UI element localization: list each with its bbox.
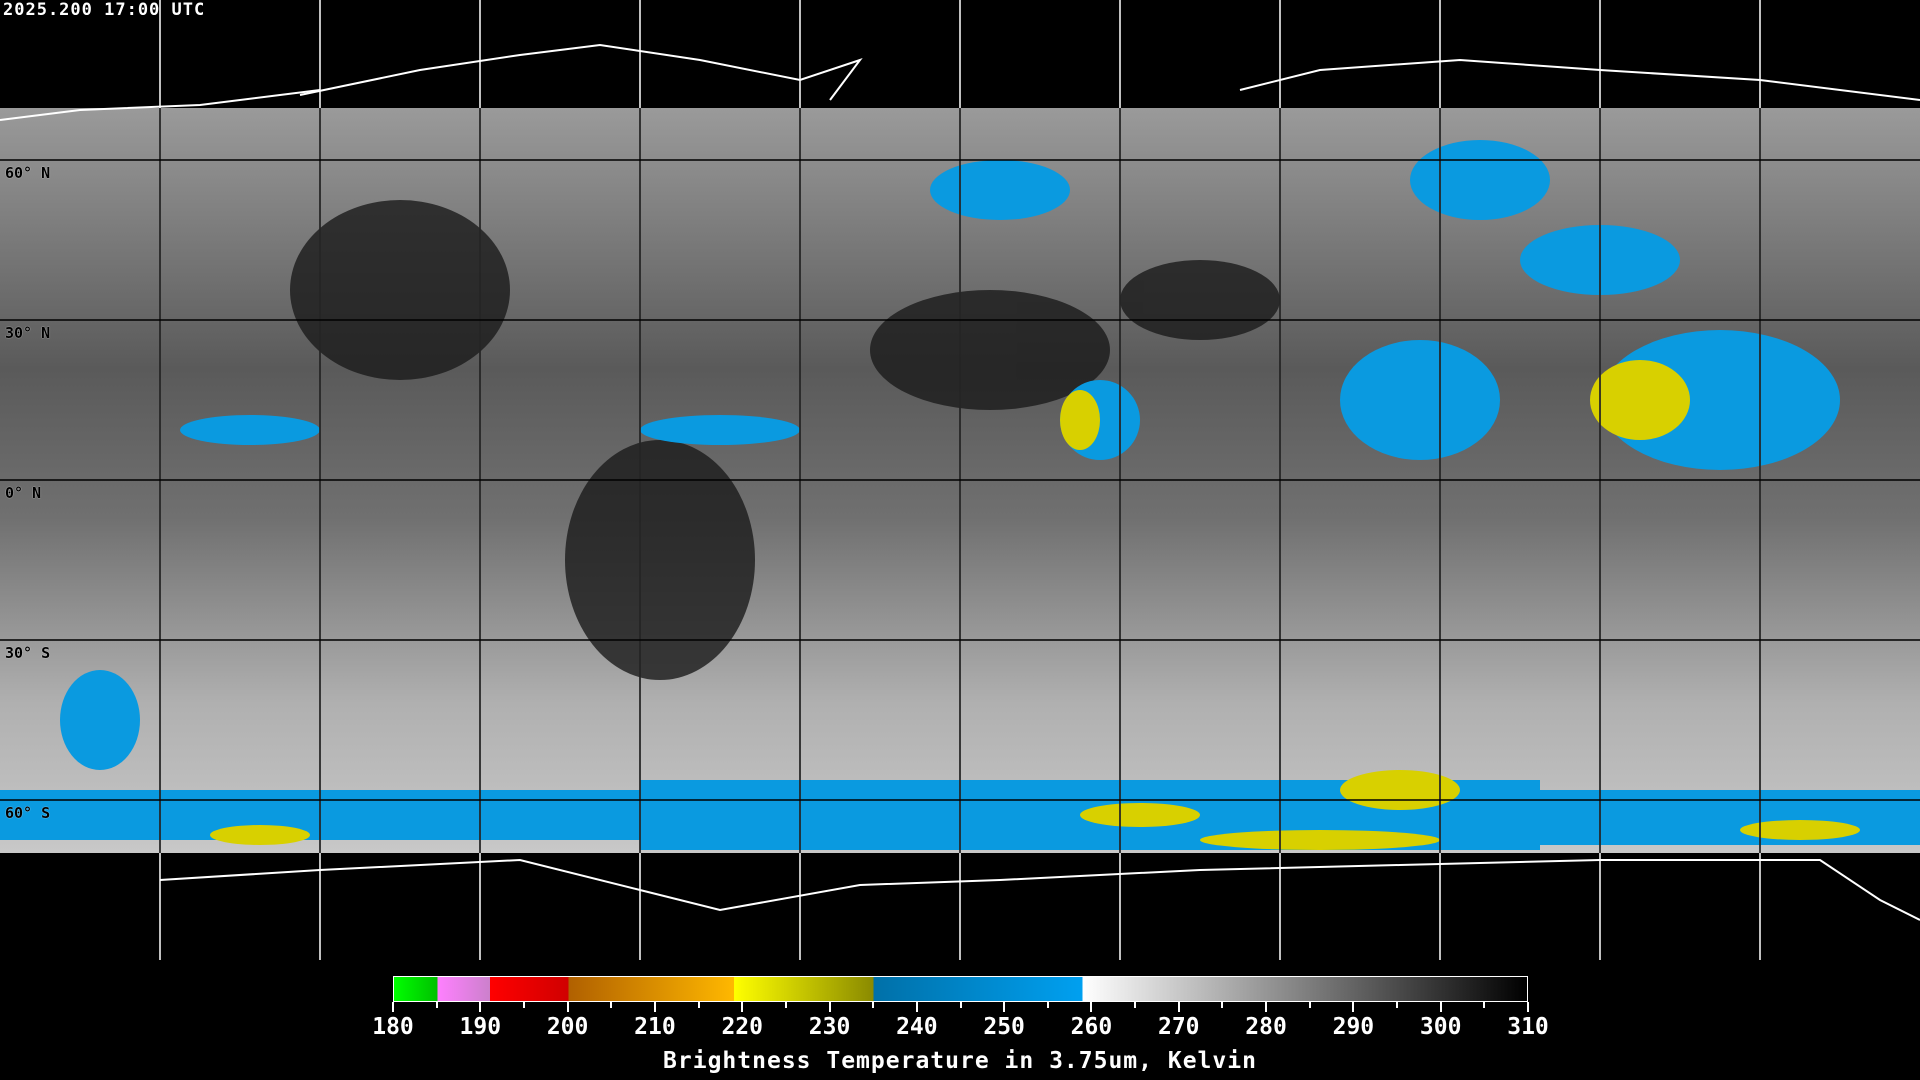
colorbar-tick bbox=[522, 1002, 525, 1008]
colorbar-tick bbox=[1265, 1002, 1268, 1012]
colorbar-tick bbox=[479, 1002, 482, 1012]
lat-label-0n: 0° N bbox=[5, 484, 42, 502]
colorbar-tick bbox=[697, 1002, 700, 1008]
colorbar-tick bbox=[1396, 1002, 1399, 1008]
colorbar-tick-label: 190 bbox=[459, 1014, 502, 1040]
colorbar-tick bbox=[1308, 1002, 1311, 1008]
colorbar-tick bbox=[1527, 1002, 1529, 1012]
colorbar-tick bbox=[915, 1002, 918, 1012]
colorbar-tick bbox=[828, 1002, 831, 1012]
lat-label-60s: 60° S bbox=[5, 804, 51, 822]
colorbar-tick-label: 220 bbox=[721, 1014, 763, 1040]
colorbar-tick-label: 240 bbox=[896, 1014, 938, 1040]
lat-label-30s: 30° S bbox=[5, 644, 51, 662]
colorbar-tick bbox=[653, 1002, 656, 1012]
colorbar-title: Brightness Temperature in 3.75um, Kelvin bbox=[663, 1048, 1257, 1074]
colorbar-tick-label: 230 bbox=[808, 1014, 851, 1040]
colorbar-tick-label: 210 bbox=[634, 1014, 676, 1040]
colorbar-tick bbox=[1352, 1002, 1355, 1012]
colorbar-tick bbox=[1221, 1002, 1224, 1008]
colorbar-tick bbox=[741, 1002, 744, 1012]
satellite-map: 2025.200 17:00 UTC 60° N 30° N 0° N 30° … bbox=[0, 0, 1920, 960]
colorbar-tick-label: 310 bbox=[1507, 1014, 1549, 1040]
colorbar-tick bbox=[610, 1002, 613, 1008]
colorbar-tick-label: 270 bbox=[1157, 1014, 1200, 1040]
colorbar-tick bbox=[959, 1002, 962, 1008]
lat-label-60n: 60° N bbox=[5, 164, 51, 182]
colorbar-tick bbox=[872, 1002, 875, 1008]
colorbar-tick bbox=[1003, 1002, 1006, 1012]
lat-label-30n: 30° N bbox=[5, 324, 51, 342]
colorbar-tick-label: 260 bbox=[1070, 1014, 1113, 1040]
colorbar bbox=[393, 976, 1528, 1002]
colorbar-tick-label: 250 bbox=[983, 1014, 1025, 1040]
colorbar-tick bbox=[1134, 1002, 1137, 1008]
colorbar-tick bbox=[1177, 1002, 1180, 1012]
colorbar-tick bbox=[392, 1002, 394, 1012]
colorbar-tick-label: 300 bbox=[1419, 1014, 1462, 1040]
colorbar-tick bbox=[1046, 1002, 1049, 1008]
dark-land-regions bbox=[290, 200, 1280, 680]
colorbar-tick bbox=[566, 1002, 569, 1012]
colorbar-tick-label: 200 bbox=[546, 1014, 589, 1040]
colorbar-tick bbox=[1090, 1002, 1093, 1012]
colorbar-tick bbox=[784, 1002, 787, 1008]
map-image bbox=[0, 0, 1920, 960]
timestamp: 2025.200 17:00 UTC bbox=[3, 0, 206, 20]
colorbar-tick-label: 290 bbox=[1332, 1014, 1375, 1040]
colorbar-tick bbox=[1439, 1002, 1442, 1012]
colorbar-tick bbox=[435, 1002, 438, 1008]
colorbar-tick-label: 180 bbox=[372, 1014, 414, 1040]
colorbar-tick bbox=[1483, 1002, 1486, 1008]
polar-coastlines bbox=[0, 43, 1920, 921]
graticule bbox=[159, 0, 1761, 960]
colorbar-tick-label: 280 bbox=[1245, 1014, 1287, 1040]
